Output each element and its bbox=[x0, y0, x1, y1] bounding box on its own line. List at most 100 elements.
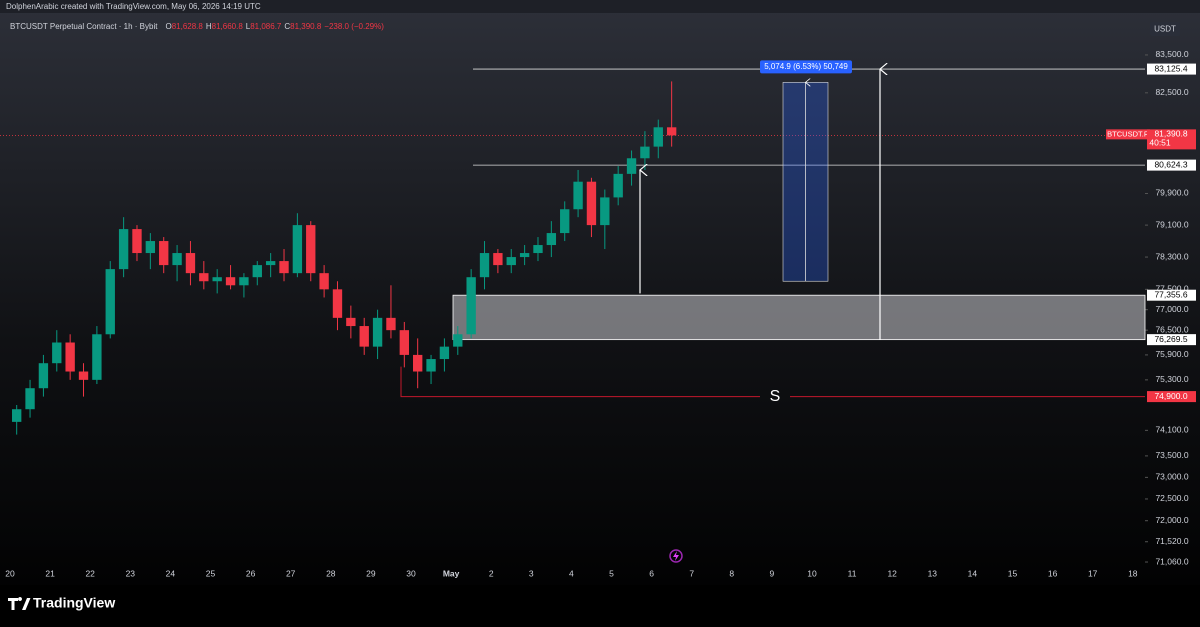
x-tick-label: 30 bbox=[406, 568, 416, 578]
x-tick-label: 20 bbox=[5, 568, 15, 578]
x-tick-label: 15 bbox=[1008, 568, 1018, 578]
x-tick-label: 13 bbox=[928, 568, 938, 578]
x-tick-label: 16 bbox=[1048, 568, 1058, 578]
level-box bbox=[1147, 159, 1196, 171]
y-tick-label: 77,000.0 bbox=[1155, 304, 1188, 314]
x-tick-label: May bbox=[443, 568, 460, 578]
candle-body bbox=[172, 253, 182, 266]
x-tick-label: 3 bbox=[529, 568, 534, 578]
candle-body bbox=[25, 388, 35, 410]
x-tick-label: 11 bbox=[848, 568, 857, 578]
candle-body bbox=[426, 359, 436, 372]
candle-body bbox=[306, 225, 316, 274]
level-label: 83,125.4 bbox=[1154, 63, 1187, 73]
candle-body bbox=[653, 127, 663, 147]
zone-top-label: 77,355.6 bbox=[1154, 289, 1187, 299]
last-price-label: 81,390.8 bbox=[1154, 129, 1187, 139]
candle-body bbox=[613, 173, 623, 198]
candle-body bbox=[466, 277, 476, 335]
candle-body bbox=[12, 409, 22, 422]
x-tick-label: 10 bbox=[807, 568, 817, 578]
y-tick-label: 75,900.0 bbox=[1155, 349, 1188, 359]
x-tick-label: 26 bbox=[246, 568, 256, 578]
header: DolphenArabic created with TradingView.c… bbox=[6, 2, 261, 11]
y-tick-label: 82,500.0 bbox=[1155, 87, 1188, 97]
x-tick-label: 8 bbox=[729, 568, 734, 578]
x-tick-label: 9 bbox=[770, 568, 775, 578]
x-tick-label: 2 bbox=[489, 568, 494, 578]
candle-body bbox=[453, 334, 463, 347]
candle-body bbox=[359, 326, 369, 347]
candle-body bbox=[573, 181, 583, 210]
candle-body bbox=[600, 197, 610, 226]
footer-brand: TradingView bbox=[33, 595, 115, 611]
candle-body bbox=[225, 277, 236, 286]
zone-top-box bbox=[1147, 289, 1196, 301]
candle-body bbox=[533, 245, 543, 254]
candle-body bbox=[626, 158, 637, 174]
candle-body bbox=[199, 273, 209, 282]
x-tick-label: 23 bbox=[126, 568, 136, 578]
candle-body bbox=[105, 269, 115, 335]
x-tick-label: 4 bbox=[569, 568, 574, 578]
last-price-box bbox=[1147, 129, 1196, 150]
candle-body bbox=[319, 273, 329, 290]
x-tick-label: 14 bbox=[968, 568, 978, 578]
zone-bottom-label: 76,269.5 bbox=[1154, 334, 1187, 344]
zone-bottom-box bbox=[1147, 334, 1196, 346]
candle-body bbox=[279, 261, 289, 274]
legend-title: BTCUSDT Perpetual Contract · 1h · Bybit bbox=[10, 22, 158, 31]
candle-body bbox=[666, 127, 677, 136]
legend-key: L bbox=[246, 22, 251, 31]
x-tick-label: 12 bbox=[887, 568, 897, 578]
event-icon bbox=[669, 549, 683, 563]
legend-value: 81,628.8 bbox=[172, 22, 204, 31]
candle-body bbox=[560, 209, 570, 234]
candle-body bbox=[78, 371, 89, 380]
candle-body bbox=[145, 241, 156, 254]
y-tick-label: 77,500.0 bbox=[1155, 284, 1188, 294]
support-box bbox=[1147, 391, 1196, 403]
candle-body bbox=[265, 261, 276, 266]
zone bbox=[452, 294, 1146, 341]
x-tick-label: 28 bbox=[326, 568, 336, 578]
footer-bar bbox=[0, 585, 1200, 622]
candle-body bbox=[506, 257, 516, 266]
candle-body bbox=[439, 346, 450, 360]
currency: USDT bbox=[1154, 25, 1176, 34]
x-tick-label: 29 bbox=[366, 568, 376, 578]
y-tick-label: 74,100.0 bbox=[1155, 425, 1188, 435]
legend-change: −238.0 (−0.29%) bbox=[324, 22, 384, 31]
x-tick-label: 6 bbox=[649, 568, 654, 578]
legend-key: O bbox=[165, 22, 171, 31]
legend-key: H bbox=[206, 22, 212, 31]
legend-key: C bbox=[284, 22, 290, 31]
legend-value: 81,086.7 bbox=[250, 22, 282, 31]
y-tick-label: 72,000.0 bbox=[1155, 515, 1188, 525]
y-tick-label: 83,500.0 bbox=[1155, 49, 1188, 59]
y-tick-label: 79,100.0 bbox=[1155, 219, 1188, 229]
support-text: S bbox=[770, 388, 781, 405]
support-label: 74,900.0 bbox=[1154, 391, 1187, 401]
legend-value: 81,660.8 bbox=[212, 22, 244, 31]
candle-body bbox=[640, 146, 650, 159]
candle-body bbox=[239, 277, 249, 286]
candle-body bbox=[586, 181, 597, 226]
last-price-countdown: 40:51 bbox=[1149, 138, 1171, 148]
y-tick-label: 76,500.0 bbox=[1155, 324, 1188, 334]
candle-body bbox=[65, 342, 75, 372]
candle-body bbox=[132, 229, 142, 254]
candle-body bbox=[52, 342, 62, 364]
candle-body bbox=[493, 253, 503, 266]
legend-value: 81,390.8 bbox=[290, 22, 322, 31]
candle-body bbox=[413, 354, 423, 372]
candle-body bbox=[92, 334, 102, 380]
x-tick-label: 21 bbox=[45, 568, 55, 578]
candle-body bbox=[118, 229, 129, 270]
header-bar bbox=[0, 0, 1200, 13]
candle-body bbox=[399, 330, 409, 355]
event-bolt bbox=[673, 551, 679, 561]
candle-body bbox=[159, 241, 169, 266]
measure-label-box bbox=[760, 60, 852, 74]
x-tick-label: 7 bbox=[689, 568, 694, 578]
